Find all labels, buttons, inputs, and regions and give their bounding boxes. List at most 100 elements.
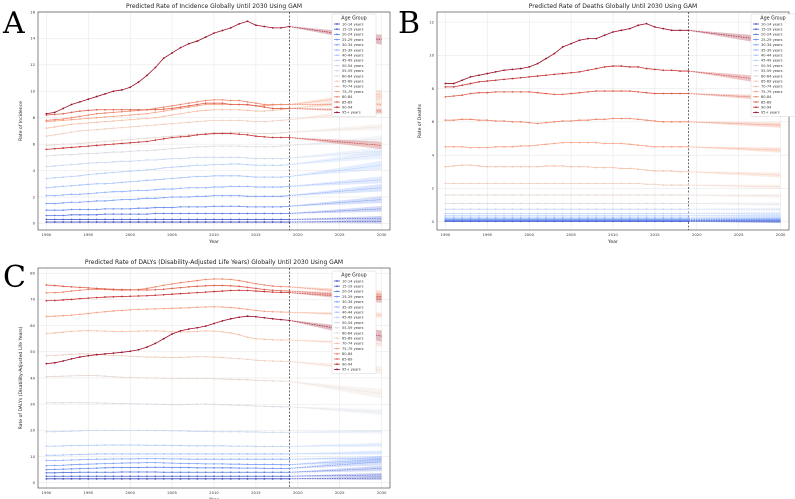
panel-letter-c: C xyxy=(3,260,26,295)
deaths-legend-label: 70-74 years xyxy=(761,85,783,89)
incidence-legend-marker xyxy=(336,38,338,41)
deaths-point xyxy=(503,202,505,205)
dalys-point xyxy=(196,306,199,309)
deaths-point xyxy=(637,208,640,211)
dalys-point xyxy=(263,453,266,455)
deaths-point xyxy=(545,121,547,124)
deaths-point xyxy=(637,144,640,147)
deaths-point xyxy=(654,183,656,186)
dalys-x-tick-label: 2010 xyxy=(209,490,219,495)
dalys-point xyxy=(87,287,90,289)
deaths-y-tick-label: 8 xyxy=(432,86,435,91)
dalys-point xyxy=(45,459,48,462)
incidence-point xyxy=(62,143,65,146)
incidence-point xyxy=(45,194,48,197)
incidence-point xyxy=(162,108,165,111)
dalys-point xyxy=(229,357,232,359)
deaths-plot-frame xyxy=(436,11,790,231)
dalys-point xyxy=(162,330,165,333)
deaths-point xyxy=(612,31,614,33)
dalys-point xyxy=(196,326,199,329)
dalys-point xyxy=(263,310,266,313)
deaths-point xyxy=(452,217,455,219)
deaths-legend-marker xyxy=(755,33,757,36)
dalys-point xyxy=(70,314,73,317)
deaths-point xyxy=(519,76,522,79)
dalys-legend-marker xyxy=(336,363,338,366)
dalys-point xyxy=(238,475,241,478)
incidence-point xyxy=(62,147,65,149)
deaths-point xyxy=(645,202,648,205)
deaths-point xyxy=(511,90,514,93)
dalys-forecast-line-1 xyxy=(289,474,382,477)
deaths-point xyxy=(578,119,581,122)
incidence-y-tick-label: 14 xyxy=(30,36,35,41)
deaths-point xyxy=(586,69,589,72)
incidence-point xyxy=(87,192,90,195)
deaths-legend-label: 35-39 years xyxy=(761,48,783,52)
dalys-series-line-5 xyxy=(46,458,290,461)
incidence-legend-marker xyxy=(336,90,338,93)
dalys-point xyxy=(271,360,274,362)
deaths-point xyxy=(628,208,631,211)
incidence-point xyxy=(70,146,73,149)
deaths-point xyxy=(561,208,564,211)
incidence-plot-frame xyxy=(37,11,391,231)
dalys-point xyxy=(246,467,249,469)
incidence-point xyxy=(79,201,81,204)
incidence-point xyxy=(62,185,65,188)
deaths-point xyxy=(452,194,455,196)
deaths-point xyxy=(519,194,522,196)
dalys-point xyxy=(79,477,81,480)
deaths-point xyxy=(578,208,581,211)
deaths-point xyxy=(578,141,581,144)
dalys-point xyxy=(129,355,132,358)
incidence-point xyxy=(196,145,199,148)
incidence-point xyxy=(53,194,56,197)
incidence-point xyxy=(196,186,199,189)
incidence-point xyxy=(255,195,257,198)
incidence-point xyxy=(120,207,123,210)
incidence-point xyxy=(112,218,115,221)
incidence-point xyxy=(280,107,282,110)
incidence-legend-label: 10-14 years xyxy=(342,22,364,26)
dalys-point xyxy=(62,354,65,356)
deaths-point xyxy=(679,208,681,211)
deaths-point xyxy=(612,182,614,185)
dalys-point xyxy=(120,453,123,455)
deaths-point xyxy=(494,120,497,122)
dalys-point xyxy=(129,458,132,460)
deaths-point xyxy=(570,212,572,215)
incidence-point xyxy=(120,114,123,117)
incidence-point xyxy=(70,175,73,178)
incidence-point xyxy=(246,195,249,198)
dalys-point xyxy=(62,285,65,288)
deaths-point xyxy=(444,194,447,196)
incidence-point xyxy=(129,160,132,163)
incidence-point xyxy=(79,122,81,125)
dalys-point xyxy=(204,284,207,287)
deaths-legend-marker xyxy=(755,106,757,109)
incidence-forecast-line-10 xyxy=(289,126,382,133)
deaths-point xyxy=(620,217,623,219)
incidence-point xyxy=(154,159,157,161)
incidence-point xyxy=(288,175,291,178)
dalys-legend-title: Age Group xyxy=(341,273,366,279)
incidence-point xyxy=(229,131,232,134)
deaths-point xyxy=(645,119,648,122)
dalys-point xyxy=(204,444,207,447)
incidence-point xyxy=(95,152,98,155)
dalys-point xyxy=(171,307,173,310)
dalys-point xyxy=(120,330,123,333)
incidence-point xyxy=(238,221,241,223)
incidence-point xyxy=(70,163,73,166)
dalys-point xyxy=(288,467,291,470)
deaths-legend-label: 45-49 years xyxy=(761,59,783,63)
deaths-point xyxy=(536,62,539,65)
incidence-point xyxy=(104,151,106,154)
dalys-point xyxy=(45,475,48,478)
dalys-point xyxy=(79,353,81,355)
dalys-point xyxy=(255,282,257,285)
dalys-point xyxy=(120,376,123,379)
dalys-point xyxy=(271,467,274,470)
